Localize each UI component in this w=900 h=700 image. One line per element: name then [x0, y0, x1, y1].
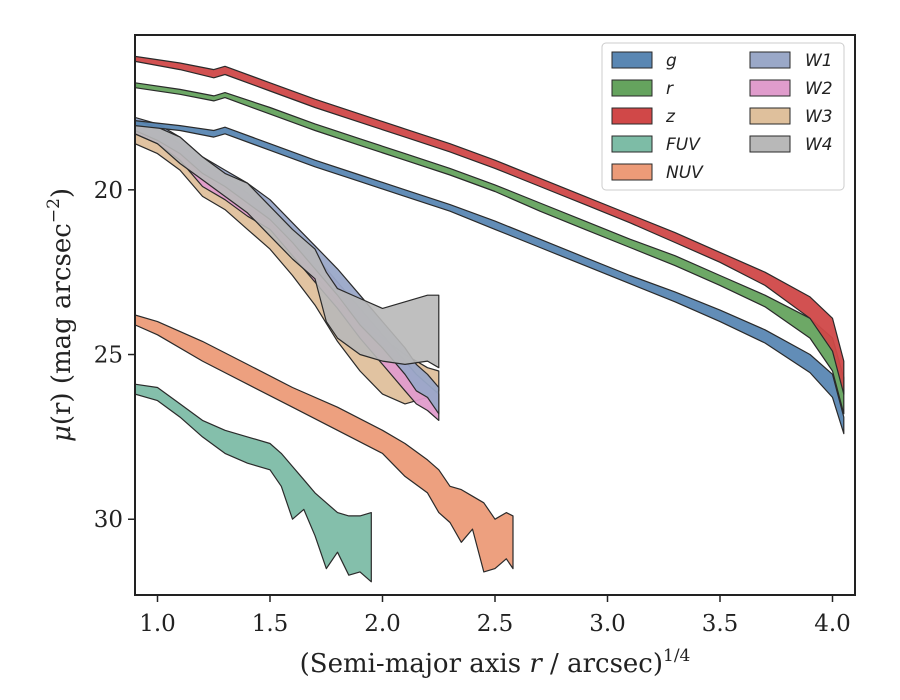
y-axis-label: μ(r) (mag arcsec−2)	[44, 188, 77, 442]
legend-label-w4: W4	[805, 135, 833, 155]
x-tick-label: 2.5	[477, 611, 514, 637]
legend-swatch-fuv	[611, 135, 653, 153]
x-tick-label: 1.0	[139, 611, 176, 637]
x-tick-label: 3.0	[589, 611, 626, 637]
y-tick-label: 20	[94, 178, 123, 204]
y-tick-label: 25	[94, 343, 123, 369]
profile-bands	[135, 55, 845, 583]
y-axis: 20 25 30	[94, 178, 135, 533]
band-z	[135, 55, 845, 395]
legend-label-z: z	[665, 107, 676, 127]
legend-swatch-w2	[749, 79, 791, 97]
x-tick-label: 4.0	[814, 611, 851, 637]
x-tick-label: 2.0	[364, 611, 401, 637]
legend-label-w1: W1	[805, 51, 833, 71]
legend-label-nuv: NUV	[666, 163, 704, 183]
legend-swatch-nuv	[611, 163, 653, 181]
band-g	[135, 120, 845, 435]
legend-swatch-w1	[749, 51, 791, 69]
band-r	[135, 82, 845, 415]
legend-label-w3: W3	[805, 107, 833, 127]
legend-swatch-g	[611, 51, 653, 69]
legend-swatch-w4	[749, 135, 791, 153]
x-axis: 1.0 1.5 2.0 2.5 3.0 3.5 4.0	[139, 595, 851, 637]
legend: grz FUV NUV W1 W2 W3 W4	[601, 42, 845, 191]
legend-label-r: r	[666, 79, 674, 99]
legend-label-w2: W2	[805, 79, 833, 99]
x-axis-label: (Semi-major axis r / arcsec)1/4	[300, 646, 691, 679]
legend-swatch-z	[611, 107, 653, 125]
band-nuv	[135, 314, 514, 573]
legend-label-g: g	[666, 51, 677, 71]
band-fuv	[135, 383, 372, 583]
band-w4	[135, 120, 440, 369]
x-tick-label: 1.5	[252, 611, 289, 637]
x-tick-label: 3.5	[702, 611, 739, 637]
legend-swatch-w3	[749, 107, 791, 125]
y-tick-label: 30	[94, 507, 123, 533]
legend-swatch-r	[611, 79, 653, 97]
legend-label-fuv: FUV	[666, 135, 701, 155]
